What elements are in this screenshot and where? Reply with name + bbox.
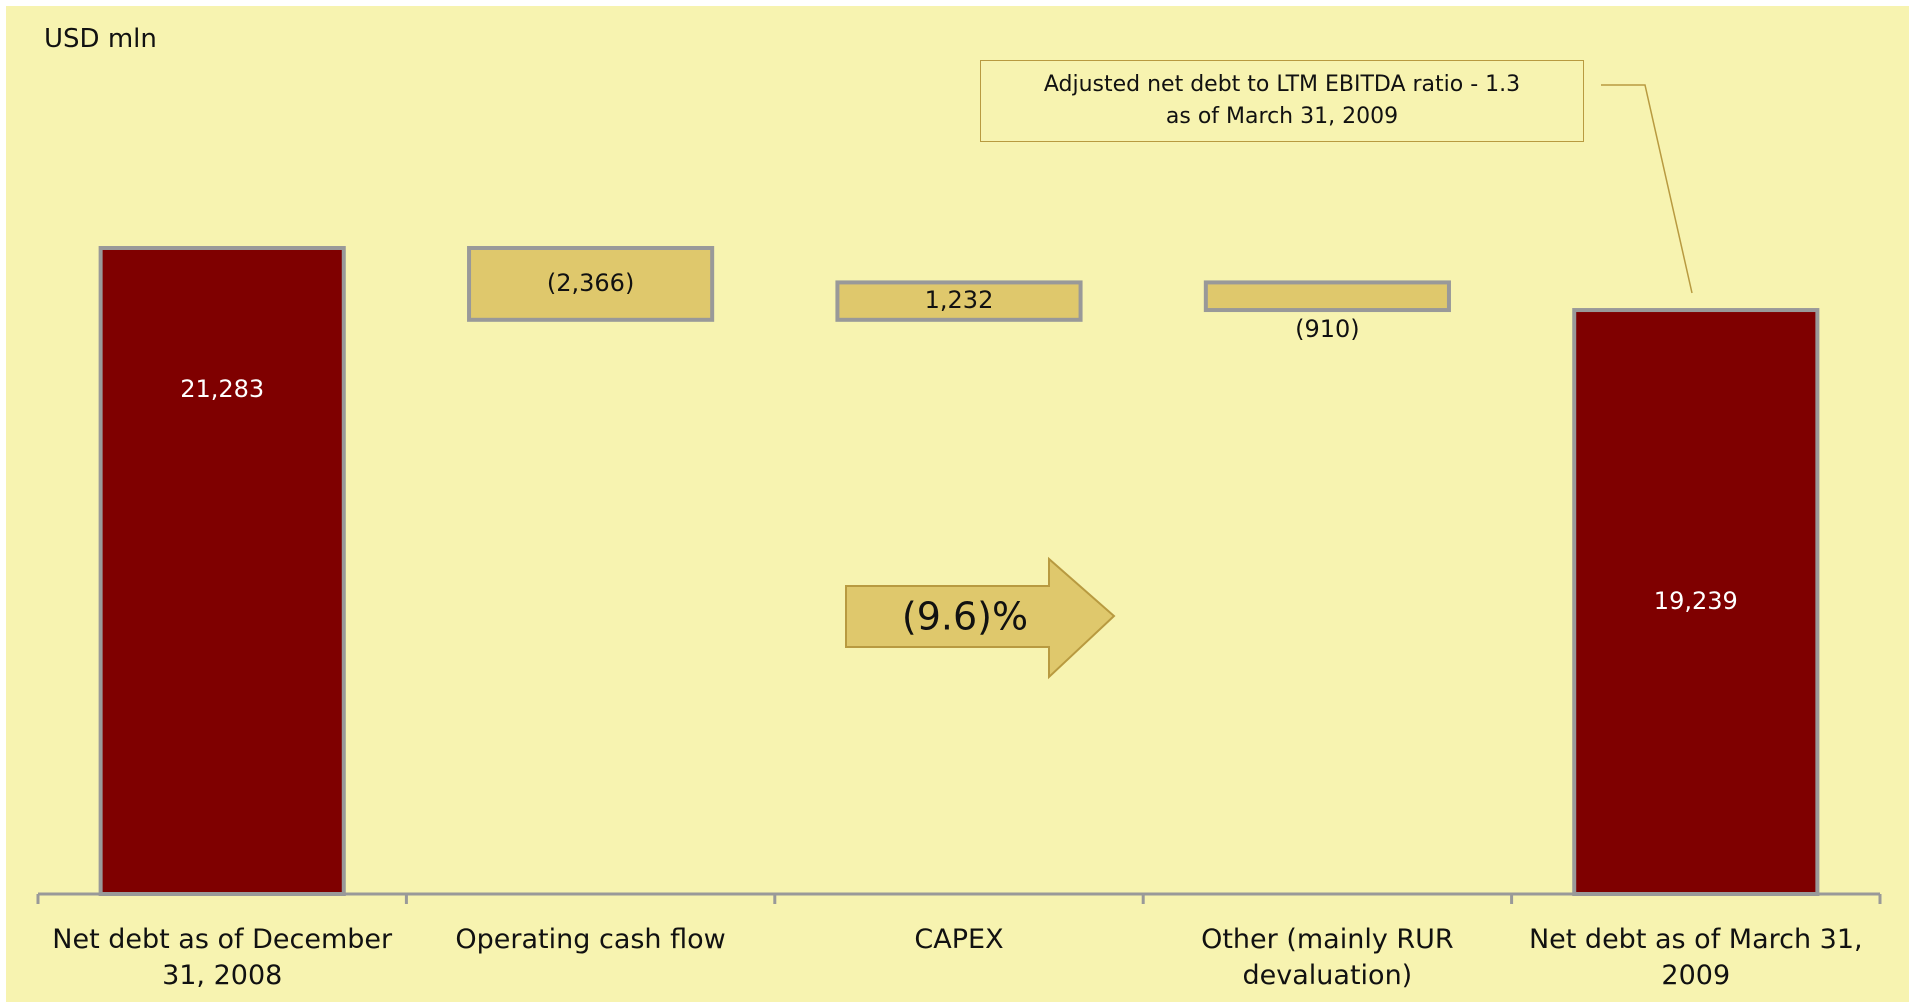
change-bar: [1203, 280, 1451, 313]
value-label: 21,283: [180, 375, 264, 403]
change-arrow: [845, 556, 1116, 680]
category-label: Operating cash flow: [455, 924, 726, 955]
annotation: Adjusted net debt to LTM EBITDA ratio - …: [980, 60, 1584, 142]
category-label: Other (mainly RUR devaluation): [1201, 924, 1454, 991]
category-label: Net debt as of December 31, 2008: [52, 924, 393, 991]
value-label: (910): [1295, 315, 1360, 343]
unit-label: USD mln: [44, 24, 157, 54]
category-label: CAPEX: [914, 924, 1004, 955]
value-label: 1,232: [925, 286, 994, 314]
leader-line: [1601, 84, 1693, 294]
total-bar: [98, 246, 346, 896]
total-bar: [1572, 308, 1820, 896]
value-label: (2,366): [547, 269, 634, 297]
change-label: (9.6)%: [902, 595, 1028, 639]
value-label: 19,239: [1654, 587, 1738, 615]
category-label: Net debt as of March 31, 2009: [1528, 924, 1863, 991]
change-bar: [835, 280, 1083, 322]
change-bar: [467, 246, 715, 322]
